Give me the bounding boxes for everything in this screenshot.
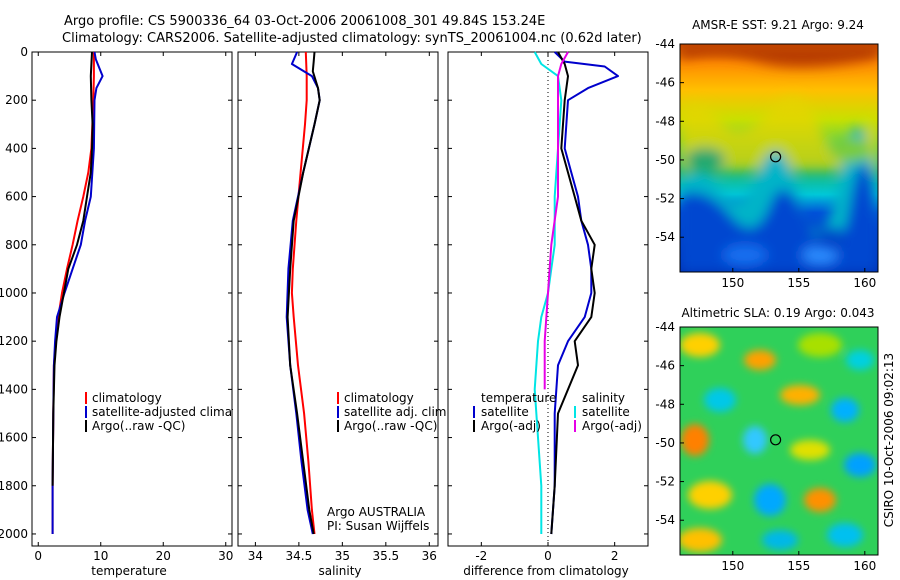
series-line-argo-raw-qc	[51, 51, 94, 486]
difference-xtick-label: 0	[544, 549, 552, 563]
side-timestamp-label: CSIRO 10-Oct-2006 09:02:13	[882, 353, 896, 527]
depth-ytick-label: 800	[5, 238, 28, 252]
depth-ytick-label: 400	[5, 141, 28, 155]
series-line-temperature-argo-adj	[550, 51, 596, 535]
difference-xtick-label: 2	[611, 549, 619, 563]
difference-xtick-label: -2	[475, 549, 487, 563]
sla-map-ticks: 150 155 160 -44 -46 -48 -50 -52 -54	[655, 320, 876, 573]
map-xtick-label: 160	[853, 276, 876, 290]
difference-xlabel: difference from climatology	[463, 564, 629, 578]
sst-map-panel: AMSR-E SST: 9.21 Argo: 9.24 150 155 160 -44…	[655, 18, 879, 290]
salinity-panel: 34 34.5 35 35.5 36 salinity climatology sate…	[237, 51, 450, 578]
series-line-salinity-argo-adj	[543, 51, 569, 390]
salinity-xtick-label: 36	[422, 549, 437, 563]
legend-clip-mask	[233, 395, 238, 420]
map-xtick-label: 150	[721, 559, 744, 573]
depth-ytick-label: 1200	[0, 334, 28, 348]
map-xtick-label: 155	[787, 276, 810, 290]
temperature-profiles	[51, 51, 104, 534]
legend-label-satellite-adj: satellite adj. clim.	[344, 405, 450, 419]
sla-map-panel: Altimetric SLA: 0.19 Argo: 0.043	[655, 306, 879, 573]
temperature-xtick-label: 0	[34, 549, 42, 563]
depth-ytick-label: 600	[5, 190, 28, 204]
temperature-axis-ticks: 0 10 20 30	[34, 52, 233, 563]
map-xtick-label: 150	[721, 276, 744, 290]
difference-panel: -2 0 2 difference from climatology tempera…	[447, 51, 649, 578]
depth-ytick-label: 0	[20, 45, 28, 59]
argo-location-marker	[769, 151, 782, 163]
map-ytick-label: -52	[655, 475, 675, 489]
temperature-xlabel: temperature	[91, 564, 166, 578]
header-line2: Climatology: CARS2006. Satellite-adjuste…	[62, 31, 642, 46]
sst-map-ticks: 150 155 160 -44 -46 -48 -50 -52 -54	[655, 37, 876, 290]
legend-label-argo: Argo(..raw -QC)	[92, 419, 185, 433]
map-ytick-label: -52	[655, 192, 675, 206]
difference-axis-ticks: -2 0 2	[448, 51, 648, 563]
depth-ytick-label: 1600	[0, 431, 28, 445]
salinity-xtick-label: 34.5	[286, 549, 313, 563]
difference-profiles	[533, 51, 619, 535]
legend-label-temp-argo: Argo(-adj)	[481, 419, 541, 433]
legend-title-salinity: salinity	[582, 391, 625, 405]
sla-map-frame	[679, 326, 879, 556]
depth-ytick-label: 1000	[0, 286, 28, 300]
salinity-axis-ticks: 34 34.5 35 35.5 36	[238, 51, 438, 563]
temperature-axes-box	[31, 51, 233, 547]
argo-pi-label: PI: Susan Wijffels	[327, 519, 429, 533]
map-ytick-label: -46	[655, 359, 675, 373]
sst-field	[680, 44, 878, 272]
header-line1: Argo profile: CS 5900336_64 03-Oct-2006 …	[64, 14, 545, 29]
map-ytick-label: -54	[655, 230, 675, 244]
map-ytick-label: -48	[655, 114, 675, 128]
temperature-xtick-label: 20	[156, 549, 171, 563]
salinity-profiles	[285, 51, 321, 535]
legend-title-temperature: temperature	[481, 391, 556, 405]
sla-map-title: Altimetric SLA: 0.19 Argo: 0.043	[681, 306, 874, 320]
salinity-xtick-label: 35.5	[372, 549, 399, 563]
temperature-legend: climatology satellite-adjusted climatolo…	[85, 391, 270, 433]
argo-program-label: Argo AUSTRALIA	[327, 505, 426, 519]
map-ytick-label: -50	[655, 153, 675, 167]
depth-ytick-label: 1800	[0, 479, 28, 493]
difference-legend: temperature satellite Argo(-adj) salinit…	[473, 391, 642, 433]
depth-axis-ticks: 0 200 400 600 800 1000 1200 1400 1600 1800 2000	[0, 45, 232, 541]
map-ytick-label: -50	[655, 436, 675, 450]
sst-map-title: AMSR-E SST: 9.21 Argo: 9.24	[692, 18, 864, 32]
legend-label-climatology: climatology	[92, 391, 162, 405]
legend-label-sal-argo: Argo(-adj)	[582, 419, 642, 433]
salinity-xtick-label: 35	[335, 549, 350, 563]
temperature-xtick-label: 10	[93, 549, 108, 563]
series-line-climatology	[290, 51, 316, 535]
legend-label-temp-satellite: satellite	[481, 405, 529, 419]
salinity-axes-box	[237, 51, 439, 547]
map-ytick-label: -48	[655, 397, 675, 411]
depth-ytick-label: 1400	[0, 382, 28, 396]
depth-ytick-label: 200	[5, 93, 28, 107]
salinity-xlabel: salinity	[318, 564, 361, 578]
legend-label-argo: Argo(..raw -QC)	[344, 419, 437, 433]
depth-ytick-label: 2000	[0, 527, 28, 541]
salinity-xtick-label: 34	[248, 549, 263, 563]
legend-label-sal-satellite: satellite	[582, 405, 630, 419]
map-xtick-label: 160	[853, 559, 876, 573]
legend-label-climatology: climatology	[344, 391, 414, 405]
series-line-argo-raw-qc	[286, 51, 321, 535]
sst-map-frame	[679, 43, 879, 273]
salinity-legend: climatology satellite adj. clim. Argo(..…	[337, 391, 450, 433]
temperature-xtick-label: 30	[218, 549, 233, 563]
temperature-panel: 0 200 400 600 800 1000 1200 1400 1600 1800 2000 0 1…	[0, 45, 270, 578]
map-ytick-label: -44	[655, 320, 675, 334]
map-ytick-label: -46	[655, 76, 675, 90]
argo-location-marker	[769, 434, 782, 446]
map-ytick-label: -44	[655, 37, 675, 51]
map-xtick-label: 155	[787, 559, 810, 573]
map-ytick-label: -54	[655, 513, 675, 527]
legend-label-satellite-adjusted: satellite-adjusted climatology	[92, 405, 270, 419]
